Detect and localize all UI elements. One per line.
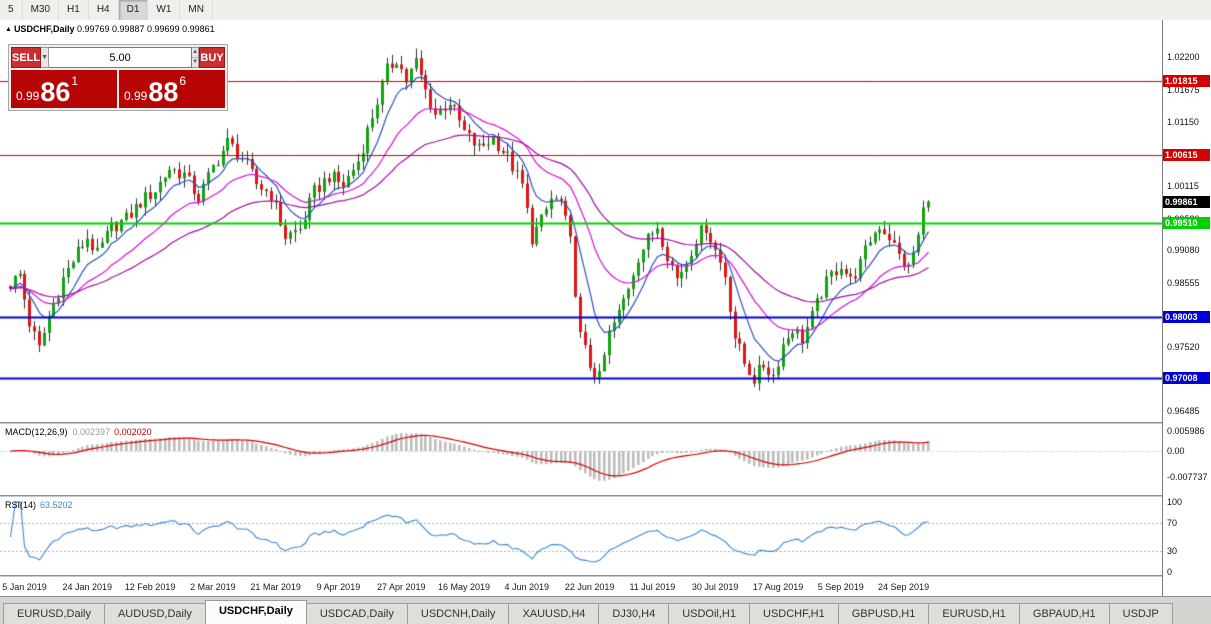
chart-tab-audusd-daily[interactable]: AUDUSD,Daily: [103, 603, 206, 624]
timeframe-button-5[interactable]: 5: [0, 0, 23, 20]
time-axis-label: 2 Mar 2019: [190, 582, 236, 592]
sell-button[interactable]: SELL: [11, 47, 42, 68]
chart-tab-usdoil-h1[interactable]: USDOil,H1: [668, 603, 750, 624]
buy-price-big-digits: 88: [148, 77, 179, 108]
time-axis-label: 21 Mar 2019: [250, 582, 301, 592]
chart-tab-gbpusd-h1[interactable]: GBPUSD,H1: [837, 603, 930, 624]
price-level-badge: 0.98003: [1163, 310, 1210, 323]
chart-tab-usdcnh-daily[interactable]: USDCNH,Daily: [406, 603, 510, 624]
time-axis-label: 24 Sep 2019: [878, 582, 930, 592]
volume-up-icon[interactable]: ▲: [192, 48, 199, 58]
price-level-badge: 0.97008: [1163, 372, 1210, 385]
price-axis-tick: 1.02200: [1167, 52, 1200, 63]
price-axis-tick: 100: [1167, 497, 1183, 507]
price-axis-tick: 1.00115: [1167, 181, 1199, 192]
sell-price-prefix: 0.99: [16, 89, 40, 103]
volume-stepper: ▲ ▼: [192, 47, 200, 68]
price-level-badge: 1.01815: [1163, 74, 1210, 87]
panel-divider[interactable]: [0, 575, 1163, 577]
price-axis-tick: 0.00: [1167, 446, 1185, 456]
chart-tab-eurusd-daily[interactable]: EURUSD,Daily: [3, 603, 105, 624]
timeframe-button-h1[interactable]: H1: [59, 0, 89, 20]
buy-button[interactable]: BUY: [199, 47, 225, 68]
price-axis-tick: 30: [1167, 546, 1178, 556]
sell-price-pip-digit: 1: [71, 74, 79, 88]
chart-tabs-bar: EURUSD,Daily AUDUSD,Daily USDCHF,Daily USDC…: [0, 596, 1211, 624]
chart-symbol-label: USDCHF,Daily: [13, 24, 75, 34]
price-axis-tick: 0.99080: [1167, 245, 1200, 256]
timeframe-button-d1[interactable]: D1: [118, 0, 149, 20]
timeframe-button-w1[interactable]: W1: [148, 0, 181, 20]
price-axis-tick: 0.97520: [1167, 341, 1200, 352]
buy-price-button[interactable]: 0.99 88 6: [119, 70, 225, 108]
time-axis-label: 22 Jun 2019: [564, 582, 615, 592]
rsi-value: 63.5202: [40, 500, 73, 510]
volume-dropdown-icon[interactable]: ▼: [41, 47, 50, 68]
price-level-badge: 0.99510: [1163, 217, 1210, 230]
chart-tab-usdcad-daily[interactable]: USDCAD,Daily: [305, 603, 408, 624]
chart-ohlc-values: 0.99769 0.99887 0.99699 0.99861: [76, 24, 215, 34]
volume-down-icon[interactable]: ▼: [192, 58, 199, 67]
time-axis-label: 9 Apr 2019: [316, 582, 361, 592]
time-axis-label: 24 Jan 2019: [62, 582, 113, 592]
buy-price-prefix: 0.99: [124, 89, 148, 103]
macd-main-value: 0.002397: [72, 427, 111, 437]
time-axis-label: 5 Sep 2019: [817, 582, 864, 592]
price-axis-tick: 0: [1167, 567, 1173, 577]
timeframe-button-h4[interactable]: H4: [89, 0, 119, 20]
chart-tab-usdchf-daily[interactable]: USDCHF,Daily: [204, 600, 307, 624]
price-axis-tick: -0.007737: [1167, 471, 1208, 482]
macd-label: MACD(12,26,9) 0.002397 0.002020: [5, 427, 152, 437]
price-axis-tick: 0.98555: [1167, 277, 1200, 288]
sell-price-button[interactable]: 0.99 86 1: [11, 70, 117, 108]
chart-tab-usdchf-h1[interactable]: USDCHF,H1: [749, 603, 839, 624]
time-axis-label: 27 Apr 2019: [376, 582, 426, 592]
chart-tab-gbpaud-h1[interactable]: GBPAUD,H1: [1018, 603, 1110, 624]
time-axis-label: 4 Jun 2019: [504, 582, 550, 592]
sell-price-big-digits: 86: [40, 77, 71, 108]
macd-name: MACD(12,26,9): [5, 427, 68, 437]
panel-divider[interactable]: [0, 422, 1163, 424]
time-axis-label: 11 Jul 2019: [629, 582, 676, 592]
volume-input[interactable]: [49, 47, 193, 68]
time-axis-label: 5 Jan 2019: [2, 582, 47, 592]
timeframe-button-mn[interactable]: MN: [180, 0, 213, 20]
price-axis-tick: 1.01675: [1167, 84, 1200, 95]
timeframe-button-m30[interactable]: M30: [23, 0, 60, 20]
price-axis-tick: 0.005986: [1167, 426, 1205, 437]
price-axis[interactable]: 1.022001.016751.011501.001150.995800.990…: [1162, 20, 1211, 597]
price-axis-tick: 0.96485: [1167, 405, 1200, 416]
chart-tab-dj30-h4[interactable]: DJ30,H4: [598, 603, 670, 624]
chart-symbol-icon: ▲: [5, 26, 12, 33]
macd-signal-value: 0.002020: [114, 427, 152, 437]
price-level-badge: 0.99861: [1163, 195, 1210, 208]
time-axis-label: 12 Feb 2019: [124, 582, 176, 592]
time-axis-label: 17 Aug 2019: [752, 582, 804, 592]
price-axis-tick: 1.01150: [1167, 117, 1199, 128]
buy-price-pip-digit: 6: [179, 74, 187, 88]
timeframe-toolbar: 5 M30 H1 H4 D1 W1 MN: [0, 0, 1211, 21]
chart-tab-usdjp[interactable]: USDJP: [1108, 603, 1173, 624]
chart-tab-eurusd-h1[interactable]: EURUSD,H1: [928, 603, 1020, 624]
chart-title: ▲ USDCHF,Daily 0.99769 0.99887 0.99699 0.…: [5, 24, 215, 34]
one-click-trading-panel: SELL ▼ ▲ ▼ BUY 0.99 86 1 0.99 88 6: [8, 44, 228, 111]
rsi-indicator-chart[interactable]: [0, 497, 1163, 575]
macd-indicator-chart[interactable]: [0, 424, 1163, 495]
rsi-label: RSI(14) 63.5202: [5, 500, 73, 510]
time-axis-label: 16 May 2019: [437, 582, 491, 592]
price-axis-tick: 70: [1167, 518, 1178, 528]
time-axis[interactable]: 5 Jan 2019 24 Jan 2019 12 Feb 2019 2 Mar 20…: [0, 577, 1163, 597]
time-axis-label: 30 Jul 2019: [691, 582, 739, 592]
rsi-name: RSI(14): [5, 500, 37, 510]
panel-divider[interactable]: [0, 495, 1163, 497]
chart-area: ▲ USDCHF,Daily 0.99769 0.99887 0.99699 0.…: [0, 20, 1163, 597]
chart-tab-xauusd-h4[interactable]: XAUUSD,H4: [508, 603, 600, 624]
price-level-badge: 1.00615: [1163, 149, 1210, 162]
